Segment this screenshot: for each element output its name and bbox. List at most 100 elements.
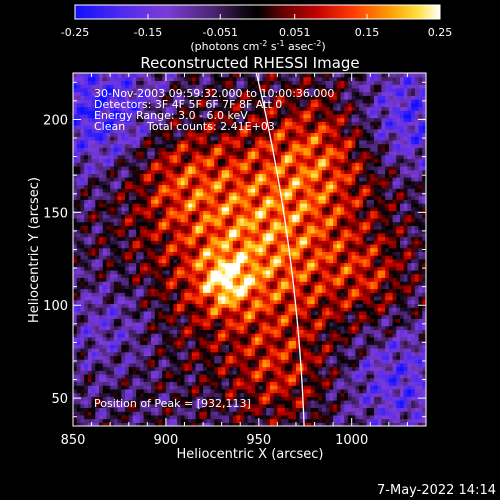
heatmap-cell: [396, 414, 401, 420]
heatmap-cell: [236, 392, 241, 397]
heatmap-cell: [281, 273, 286, 278]
heatmap-cell: [414, 288, 420, 293]
heatmap-cell: [314, 273, 319, 278]
heatmap-cell: [76, 340, 82, 345]
heatmap-cell: [151, 414, 156, 420]
heatmap-cell: [251, 321, 256, 327]
heatmap-cell: [139, 385, 145, 390]
heatmap-cell: [191, 262, 197, 267]
heatmap-cell: [340, 273, 345, 278]
heatmap-cell: [143, 422, 148, 426]
heatmap-cell: [388, 240, 394, 245]
heatmap-cell: [143, 362, 148, 368]
heatmap-cell: [243, 310, 249, 316]
heatmap-cell: [314, 284, 319, 290]
heatmap-cell: [132, 403, 137, 409]
heatmap-cell: [403, 414, 409, 420]
heatmap-cell: [110, 388, 115, 394]
heatmap-cell: [414, 318, 420, 323]
heatmap-cell: [318, 388, 323, 394]
heatmap-cell: [165, 314, 171, 319]
heatmap-cell: [184, 255, 189, 260]
heatmap-cell: [210, 359, 215, 364]
heatmap-cell: [217, 411, 223, 416]
heatmap-cell: [87, 325, 93, 330]
heatmap-cell: [388, 247, 394, 252]
heatmap-cell: [195, 247, 200, 252]
heatmap-cell: [206, 292, 212, 297]
heatmap-cell: [370, 321, 375, 327]
heatmap-cell: [236, 303, 241, 308]
heatmap-cell: [355, 255, 360, 260]
heatmap-cell: [173, 255, 178, 260]
heatmap-cell: [110, 240, 115, 245]
heatmap-cell: [329, 355, 334, 360]
heatmap-cell: [321, 240, 327, 245]
heatmap-cell: [359, 303, 364, 308]
heatmap-cell: [162, 273, 167, 278]
heatmap-cell: [344, 310, 349, 316]
heatmap-cell: [407, 321, 412, 327]
heatmap-cell: [177, 303, 182, 308]
heatmap-cell: [347, 399, 353, 405]
heatmap-cell: [184, 418, 189, 423]
heatmap-cell: [188, 299, 193, 304]
heatmap-cell: [273, 292, 278, 297]
heatmap-cell: [284, 399, 290, 405]
heatmap-cell: [333, 325, 338, 330]
heatmap-cell: [307, 418, 312, 423]
heatmap-cell: [396, 385, 401, 390]
heatmap-cell: [351, 240, 356, 245]
heatmap-cell: [321, 307, 327, 312]
heatmap-cell: [355, 373, 360, 379]
heatmap-cell: [76, 240, 82, 245]
heatmap-cell: [95, 373, 100, 379]
heatmap-cell: [262, 292, 267, 297]
heatmap-cell: [314, 403, 319, 409]
heatmap-cell: [310, 373, 316, 379]
heatmap-cell: [359, 269, 364, 275]
heatmap-cell: [336, 333, 342, 338]
heatmap-cell: [307, 247, 312, 252]
heatmap-cell: [217, 351, 223, 356]
heatmap-cell: [240, 258, 245, 264]
heatmap-cell: [381, 292, 386, 297]
heatmap-cell: [91, 407, 96, 412]
heatmap-cell: [284, 269, 290, 275]
heatmap-cell: [373, 403, 379, 409]
heatmap-cell: [273, 307, 278, 312]
heatmap-cell: [139, 392, 145, 397]
heatmap-cell: [91, 396, 96, 401]
heatmap-cell: [373, 351, 379, 356]
heatmap-cell: [125, 243, 130, 249]
heatmap-cell: [295, 243, 301, 249]
heatmap-cell: [154, 314, 160, 319]
heatmap-cell: [407, 377, 412, 383]
heatmap-cell: [336, 351, 342, 356]
heatmap-cell: [210, 399, 215, 405]
heatmap-cell: [307, 273, 312, 278]
heatmap-cell: [113, 277, 119, 282]
heatmap-cell: [336, 418, 342, 423]
heatmap-cell: [232, 340, 238, 345]
heatmap-cell: [121, 355, 126, 360]
heatmap-cell: [106, 303, 111, 308]
heatmap-cell: [292, 344, 297, 349]
heatmap-cell: [277, 355, 282, 360]
heatmap-cell: [314, 251, 319, 256]
heatmap-cell: [191, 303, 197, 308]
heatmap-cell: [188, 347, 193, 353]
heatmap-cell: [214, 388, 219, 394]
heatmap-cell: [232, 321, 238, 327]
heatmap-cell: [407, 396, 412, 401]
heatmap-cell: [355, 325, 360, 330]
heatmap-cell: [310, 418, 316, 423]
heatmap-cell: [158, 318, 163, 323]
heatmap-cell: [243, 240, 249, 245]
heatmap-cell: [188, 307, 193, 312]
heatmap-cell: [199, 288, 204, 293]
heatmap-cell: [407, 325, 412, 330]
heatmap-cell: [366, 403, 371, 409]
heatmap-cell: [295, 277, 301, 282]
heatmap-cell: [117, 273, 122, 278]
